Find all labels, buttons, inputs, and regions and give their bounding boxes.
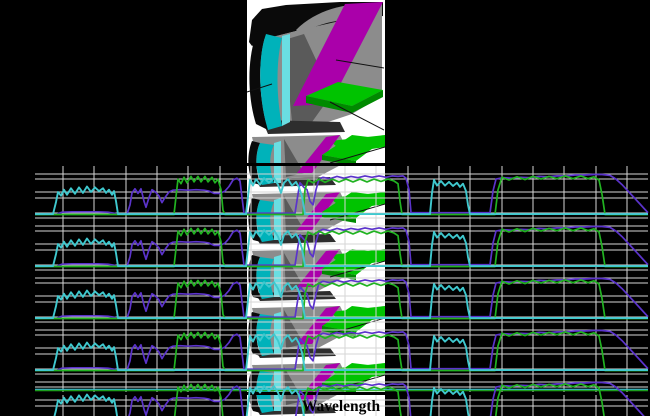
cyan-filter-transmission-row-4: [35, 333, 648, 372]
x-axis-line: [35, 392, 648, 395]
green-filter-transmission-row-2: [35, 227, 648, 268]
spectra-row-3: [34, 277, 649, 320]
render-filter-green-edge: [306, 96, 352, 113]
violet-filter-transmission-row-3: [34, 277, 649, 320]
violet-filter-transmission-row-4: [34, 329, 649, 372]
spectra-row-5: [53, 381, 645, 416]
spectra-row-2: [34, 225, 649, 268]
horizontal-gridlines: [35, 173, 648, 407]
chart-top-border: [35, 163, 648, 166]
x-axis-label: Wavelength: [302, 398, 381, 415]
render-lens-highlight: [274, 369, 281, 411]
cyan-filter-transmission-row-3: [35, 281, 648, 320]
render-inner-shadow: [284, 253, 304, 291]
green-filter-transmission-row-5: [173, 383, 605, 416]
violet-filter-transmission-row-1: [34, 173, 649, 216]
render-dichroic-magenta: [293, 2, 383, 106]
violet-filter-transmission-row-5: [128, 381, 645, 416]
render-leader-line: [329, 146, 386, 164]
render-filter-green-top: [322, 135, 385, 161]
render-filter-green-top: [306, 82, 383, 106]
generated-figure-content: [34, 0, 649, 416]
spectra-row-1: [34, 173, 649, 216]
render-filter-green-top: [322, 249, 385, 275]
render-lens-cyan: [260, 34, 282, 130]
render-lens-highlight: [274, 141, 281, 183]
cyan-filter-transmission-row-2: [35, 229, 648, 268]
render-lens-rim: [248, 312, 261, 356]
green-filter-transmission-row-3: [35, 279, 648, 320]
render-lens-highlight: [274, 255, 281, 297]
green-filter-transmission-row-4: [35, 331, 648, 372]
render-lens-rim: [249, 30, 268, 130]
render-lens-highlight: [282, 34, 290, 126]
render-inner-shadow: [284, 139, 304, 177]
spectra-row-4: [34, 329, 649, 372]
render-lens-highlight: [274, 198, 281, 240]
cyan-filter-transmission-row-5: [53, 385, 470, 416]
render-leader-lines: [246, 59, 385, 131]
filter-assembly-render-large: [246, 2, 385, 134]
render-filter-green-side: [352, 90, 383, 113]
cyan-filter-transmission-row-1: [35, 177, 648, 216]
green-filter-transmission-row-1: [35, 175, 648, 216]
render-dichroic-magenta: [297, 192, 340, 230]
violet-filter-transmission-row-2: [34, 225, 649, 268]
